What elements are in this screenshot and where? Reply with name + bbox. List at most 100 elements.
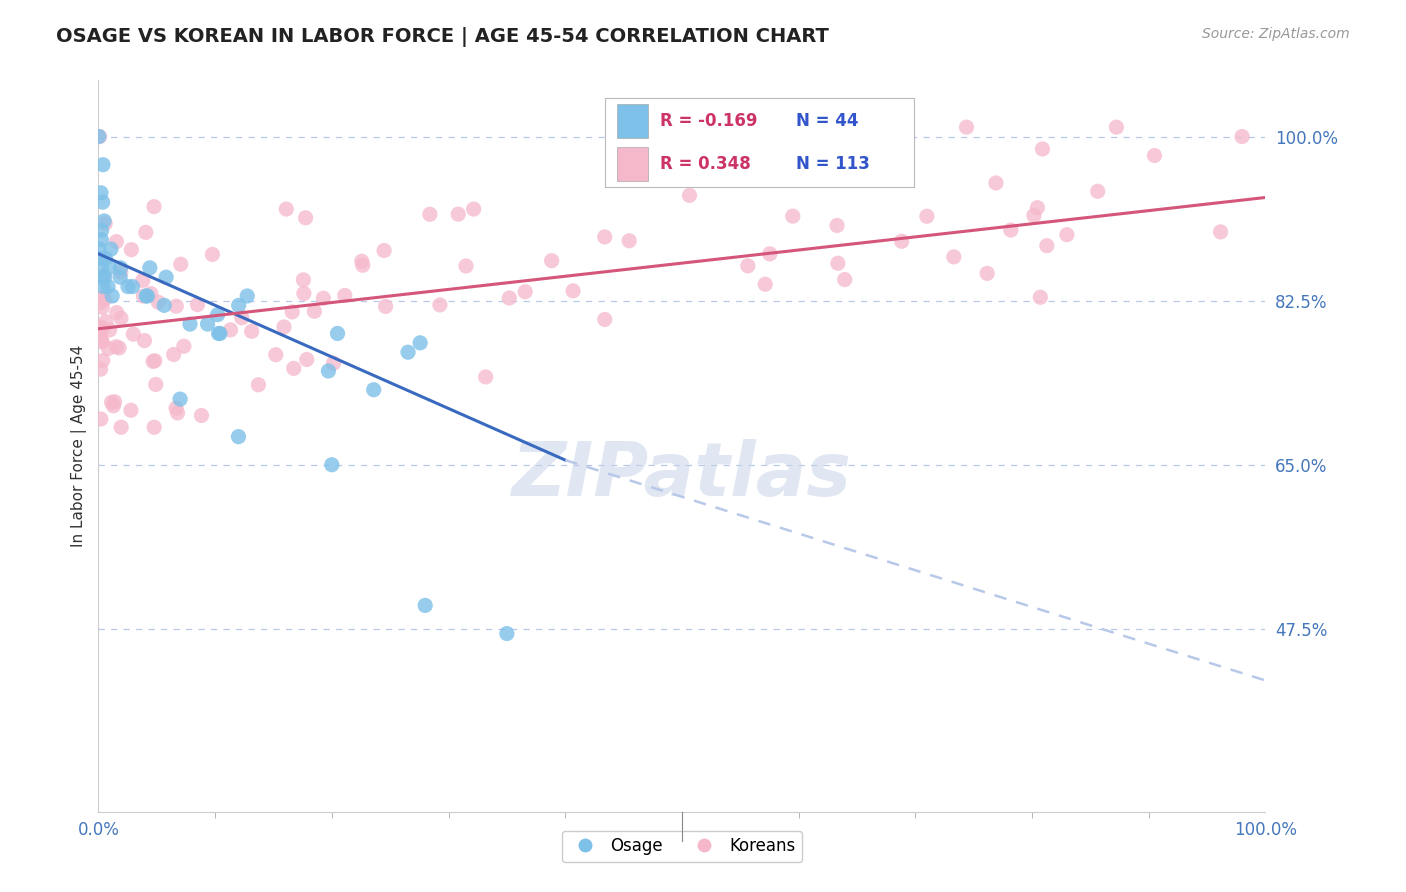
Point bbox=[93, 270, 115, 285]
Point bbox=[1036, 238, 1059, 252]
Point bbox=[90, 330, 112, 344]
Point bbox=[240, 324, 263, 338]
Point bbox=[281, 305, 304, 319]
Point bbox=[219, 323, 242, 337]
Point bbox=[179, 317, 201, 331]
Point bbox=[87, 129, 110, 144]
Point bbox=[132, 289, 155, 303]
Point bbox=[1056, 227, 1078, 242]
Point bbox=[93, 214, 115, 228]
Point bbox=[139, 260, 162, 275]
FancyBboxPatch shape bbox=[617, 147, 648, 181]
Point bbox=[1105, 120, 1128, 135]
Point bbox=[429, 298, 451, 312]
Point bbox=[754, 277, 776, 292]
Point bbox=[678, 188, 700, 202]
Point bbox=[97, 279, 120, 293]
Point bbox=[94, 252, 117, 266]
Point bbox=[619, 234, 641, 248]
Point bbox=[139, 286, 162, 301]
Point bbox=[413, 599, 436, 613]
Point bbox=[135, 225, 157, 239]
Point bbox=[304, 304, 326, 318]
Point bbox=[236, 289, 259, 303]
Point bbox=[90, 321, 112, 335]
Point bbox=[165, 401, 187, 416]
Point bbox=[363, 383, 385, 397]
Point bbox=[100, 395, 122, 409]
Point bbox=[105, 340, 128, 354]
Point bbox=[374, 300, 396, 314]
Point bbox=[101, 289, 124, 303]
Point bbox=[496, 626, 519, 640]
Point bbox=[108, 270, 131, 285]
Point bbox=[207, 308, 229, 322]
Point bbox=[89, 319, 111, 334]
Point bbox=[163, 347, 186, 361]
Point bbox=[143, 200, 166, 214]
Point bbox=[326, 326, 349, 341]
Point bbox=[593, 230, 616, 244]
Point bbox=[352, 258, 374, 272]
Point bbox=[740, 169, 762, 184]
Point bbox=[91, 334, 114, 349]
Point bbox=[409, 335, 432, 350]
Point bbox=[474, 370, 496, 384]
Point bbox=[148, 295, 170, 310]
Point bbox=[264, 348, 287, 362]
Point bbox=[228, 429, 250, 443]
Text: N = 113: N = 113 bbox=[796, 155, 870, 173]
Point bbox=[90, 233, 112, 247]
Point bbox=[208, 326, 231, 341]
Point bbox=[333, 288, 356, 302]
Point bbox=[292, 273, 315, 287]
Point bbox=[463, 202, 485, 216]
Text: OSAGE VS KOREAN IN LABOR FORCE | AGE 45-54 CORRELATION CHART: OSAGE VS KOREAN IN LABOR FORCE | AGE 45-… bbox=[56, 27, 830, 46]
Point bbox=[135, 289, 157, 303]
Point bbox=[173, 339, 195, 353]
Point bbox=[90, 260, 112, 275]
Point bbox=[955, 120, 977, 135]
Point bbox=[90, 223, 112, 237]
Point bbox=[108, 341, 131, 355]
Point bbox=[134, 334, 156, 348]
Point bbox=[890, 235, 912, 249]
Point bbox=[105, 235, 128, 249]
Point bbox=[110, 311, 132, 326]
Point bbox=[93, 293, 115, 307]
Point bbox=[90, 412, 112, 426]
Point bbox=[825, 219, 848, 233]
Point bbox=[247, 377, 270, 392]
Point bbox=[120, 243, 142, 257]
Point bbox=[100, 242, 122, 256]
Point bbox=[759, 247, 782, 261]
Point bbox=[562, 284, 585, 298]
Point bbox=[1031, 142, 1053, 156]
Point bbox=[142, 354, 165, 368]
Point bbox=[1209, 225, 1232, 239]
Point bbox=[419, 207, 441, 221]
Point bbox=[273, 320, 295, 334]
Point bbox=[915, 209, 938, 223]
Point bbox=[89, 291, 111, 305]
Text: ZIPatlas: ZIPatlas bbox=[512, 439, 852, 512]
Point bbox=[91, 301, 114, 315]
Point bbox=[396, 345, 419, 359]
Point bbox=[295, 352, 318, 367]
Point bbox=[292, 286, 315, 301]
Point bbox=[143, 353, 166, 368]
Point bbox=[170, 257, 193, 271]
Point bbox=[1143, 148, 1166, 162]
Point bbox=[1022, 209, 1045, 223]
Point bbox=[91, 321, 114, 335]
Point bbox=[318, 364, 340, 378]
Point bbox=[834, 272, 856, 286]
Point bbox=[283, 361, 305, 376]
Point bbox=[91, 279, 114, 293]
Point bbox=[976, 266, 998, 280]
Point bbox=[169, 392, 191, 406]
Point bbox=[136, 289, 159, 303]
Text: N = 44: N = 44 bbox=[796, 112, 859, 130]
Point bbox=[984, 176, 1007, 190]
Point bbox=[90, 334, 112, 348]
